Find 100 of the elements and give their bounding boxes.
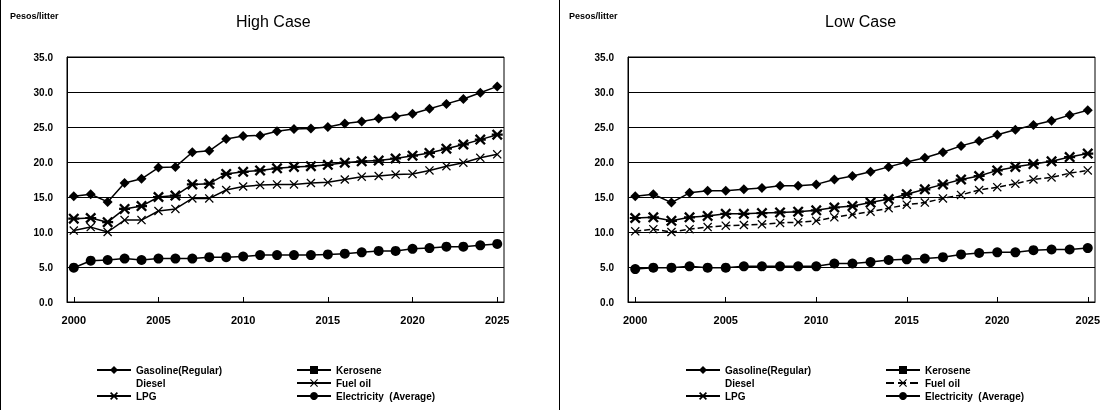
point xyxy=(938,193,948,203)
point xyxy=(847,258,858,269)
y-tick-label: 20.0 xyxy=(594,156,615,168)
point xyxy=(407,108,418,119)
point xyxy=(340,175,350,184)
point xyxy=(85,189,96,200)
point xyxy=(684,187,695,198)
chart-title: Low Case xyxy=(825,12,897,30)
point xyxy=(119,203,131,215)
point xyxy=(648,262,659,273)
point xyxy=(458,94,469,104)
point xyxy=(774,206,786,218)
point xyxy=(919,152,930,163)
point xyxy=(1010,124,1021,135)
point xyxy=(237,166,249,178)
point xyxy=(720,208,732,220)
x-tick-label: 2000 xyxy=(61,313,87,326)
point xyxy=(865,166,876,177)
point xyxy=(955,174,967,185)
point xyxy=(992,247,1003,258)
point xyxy=(458,241,469,252)
point xyxy=(203,178,215,190)
point xyxy=(255,130,266,141)
point xyxy=(102,255,113,265)
point xyxy=(956,140,967,151)
point xyxy=(756,182,767,193)
point xyxy=(289,179,299,189)
legend-label: Electricity (Average) xyxy=(925,390,1025,402)
point xyxy=(793,180,804,191)
point xyxy=(956,249,967,260)
point xyxy=(322,159,334,171)
point xyxy=(221,133,232,144)
point xyxy=(153,162,164,173)
point xyxy=(441,98,452,109)
point xyxy=(103,227,113,237)
point xyxy=(1065,168,1075,178)
point xyxy=(991,164,1003,176)
point xyxy=(702,210,714,222)
y-tick-label: 35.0 xyxy=(33,51,54,63)
point xyxy=(738,184,749,195)
y-tick-label: 5.0 xyxy=(600,261,615,273)
point xyxy=(648,189,659,200)
point xyxy=(356,247,367,258)
point xyxy=(756,261,767,272)
point xyxy=(68,213,80,225)
x-tick-label: 2015 xyxy=(315,313,341,326)
point xyxy=(846,200,858,212)
point xyxy=(666,262,677,273)
y-tick-label: 20.0 xyxy=(33,156,54,168)
point xyxy=(204,252,215,263)
point xyxy=(1082,105,1093,116)
point xyxy=(221,252,232,263)
point xyxy=(441,161,451,171)
point xyxy=(339,118,350,129)
point xyxy=(390,111,401,122)
y-tick-label: 0.0 xyxy=(600,296,615,308)
point xyxy=(702,262,713,273)
point xyxy=(1082,243,1093,254)
point xyxy=(829,258,840,269)
point xyxy=(883,255,894,265)
point xyxy=(720,262,731,273)
point xyxy=(684,261,695,272)
point xyxy=(356,155,368,167)
point xyxy=(152,191,164,203)
point xyxy=(720,185,731,196)
point xyxy=(647,211,659,223)
point xyxy=(492,238,503,249)
legend-label: Fuel oil xyxy=(925,377,961,389)
point xyxy=(204,193,214,203)
x-tick-label: 2010 xyxy=(230,313,256,326)
y-tick-label: 0.0 xyxy=(39,296,54,308)
point xyxy=(407,243,418,254)
text: Diesel xyxy=(725,377,755,389)
point xyxy=(187,147,198,158)
text: Diesel xyxy=(136,377,166,389)
point xyxy=(1064,151,1076,163)
point xyxy=(865,257,876,268)
point xyxy=(920,198,930,208)
y-axis-title: Pesos/litter xyxy=(569,10,619,21)
legend-label: Kerosene xyxy=(336,364,383,376)
point xyxy=(974,185,984,195)
x-tick-label: 2025 xyxy=(484,313,510,326)
point xyxy=(86,222,96,232)
point xyxy=(69,226,79,236)
point xyxy=(238,182,248,191)
point xyxy=(305,123,316,134)
point xyxy=(702,185,713,196)
chart-title: High Case xyxy=(236,12,311,30)
point xyxy=(119,253,130,264)
point xyxy=(1064,244,1075,255)
legend-label: Fuel oil xyxy=(336,377,372,389)
y-tick-label: 30.0 xyxy=(33,86,54,98)
point xyxy=(153,206,163,216)
point xyxy=(738,261,749,272)
point xyxy=(775,180,786,191)
point xyxy=(238,251,249,262)
point xyxy=(901,254,912,265)
point xyxy=(186,178,198,190)
x-tick-label: 2020 xyxy=(400,313,425,326)
point xyxy=(992,129,1003,140)
